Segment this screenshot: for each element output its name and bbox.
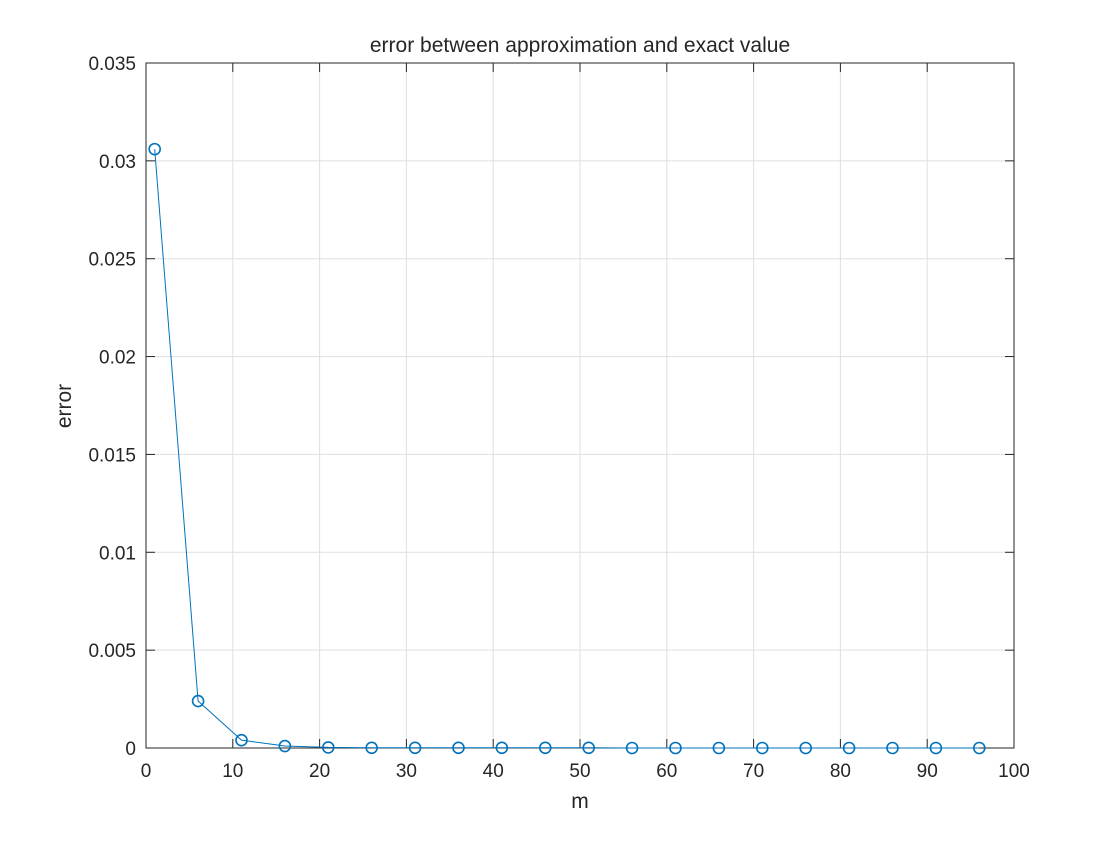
x-tick-label: 60 <box>656 761 677 782</box>
data-point <box>625 741 639 755</box>
y-tick-label: 0.02 <box>99 348 136 369</box>
data-point <box>842 741 856 755</box>
y-tick-label: 0.01 <box>99 543 136 564</box>
x-tick-label: 90 <box>917 761 938 782</box>
data-point <box>712 741 726 755</box>
y-tick-label: 0 <box>125 739 136 760</box>
x-tick-label: 30 <box>396 761 417 782</box>
x-tick-label: 80 <box>830 761 851 782</box>
y-tick-label: 0.035 <box>88 54 136 75</box>
x-tick-label: 0 <box>141 761 152 782</box>
data-point <box>365 741 378 755</box>
data-point <box>886 741 899 755</box>
data-point <box>321 741 335 754</box>
data-point <box>235 733 248 747</box>
y-tick-label: 0.015 <box>88 445 136 466</box>
y-axis-label: error <box>53 384 76 428</box>
data-point <box>669 741 682 755</box>
ticks: 0 10 20 30 40 50 60 70 80 90 100 0 0.005 0.01 0.015 0.0… <box>88 54 1029 782</box>
chart-title: error between approximation and exact va… <box>370 34 790 57</box>
data-point <box>191 694 205 708</box>
data-point <box>278 739 292 753</box>
series-line <box>154 149 980 749</box>
x-tick-label: 20 <box>309 761 330 782</box>
y-tick-label: 0.005 <box>88 641 136 662</box>
data-point <box>582 741 595 755</box>
data-point <box>538 741 552 755</box>
series <box>148 142 986 755</box>
x-tick-label: 10 <box>222 761 243 782</box>
x-tick-label: 100 <box>998 761 1030 782</box>
x-tick-label: 40 <box>483 761 504 782</box>
data-point <box>799 741 812 755</box>
data-point <box>452 741 465 755</box>
x-axis-label: m <box>571 790 589 813</box>
data-point <box>972 741 986 755</box>
x-tick-label: 70 <box>743 761 764 782</box>
grid <box>146 63 1014 748</box>
x-tick-label: 50 <box>569 761 590 782</box>
data-point <box>148 142 161 156</box>
data-point <box>495 741 509 755</box>
data-point <box>929 741 943 755</box>
y-tick-label: 0.025 <box>88 250 136 271</box>
y-tick-label: 0.03 <box>99 152 136 173</box>
data-point <box>408 741 422 755</box>
data-point <box>755 741 769 755</box>
